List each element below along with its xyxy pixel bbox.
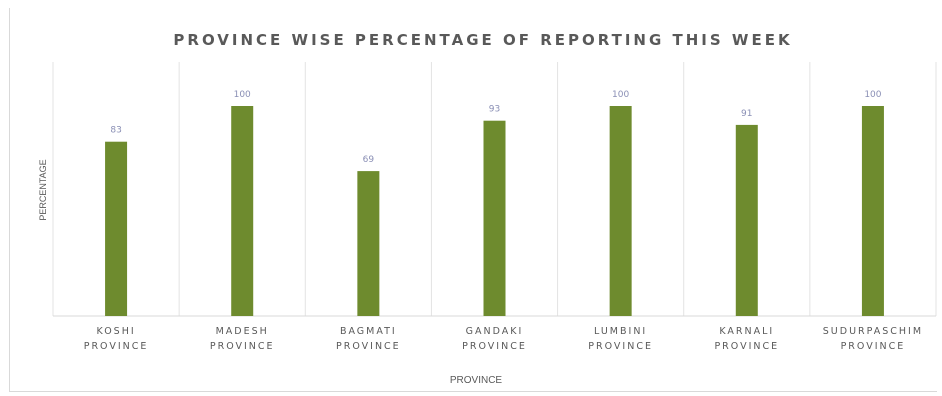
y-axis-label: PERCENTAGE [38,159,48,220]
x-axis-label: PROVINCE [450,375,503,386]
chart-frame [9,8,937,392]
category-labels: KOSHI PROVINCE MADESH PROVINCE BAGMATI PROVIN… [84,326,923,352]
category-label: MADESH [216,326,269,337]
category-label: PROVINCE [588,341,653,352]
category-label: PROVINCE [714,341,779,352]
bar [609,106,632,316]
category-label: SUDURPASCHIM [823,326,923,337]
bar [735,124,758,317]
data-label: 69 [363,155,375,165]
bar [861,106,884,316]
category-label: GANDAKI [466,326,524,337]
bars [105,106,884,317]
data-label: 93 [489,105,500,115]
category-label: PROVINCE [336,341,401,352]
data-label: 83 [110,126,121,136]
category-label: PROVINCE [841,341,906,352]
category-label: LUMBINI [594,326,647,337]
data-label: 100 [612,90,629,100]
category-label: PROVINCE [462,341,527,352]
bar [105,141,128,316]
bar [231,106,254,316]
category-label: KARNALI [719,326,774,337]
category-label: KOSHI [96,326,135,337]
data-label: 91 [741,109,752,119]
data-label: 100 [234,90,251,100]
bar [357,171,380,316]
category-label: PROVINCE [210,341,275,352]
category-label: BAGMATI [340,326,397,337]
bar [483,120,506,316]
category-gridlines [52,62,937,316]
chart-title: PROVINCE WISE PERCENTAGE OF REPORTING TH… [173,31,792,49]
category-label: PROVINCE [84,341,149,352]
data-label: 100 [864,90,881,100]
data-labels: 83 100 69 93 100 91 100 [110,90,881,165]
